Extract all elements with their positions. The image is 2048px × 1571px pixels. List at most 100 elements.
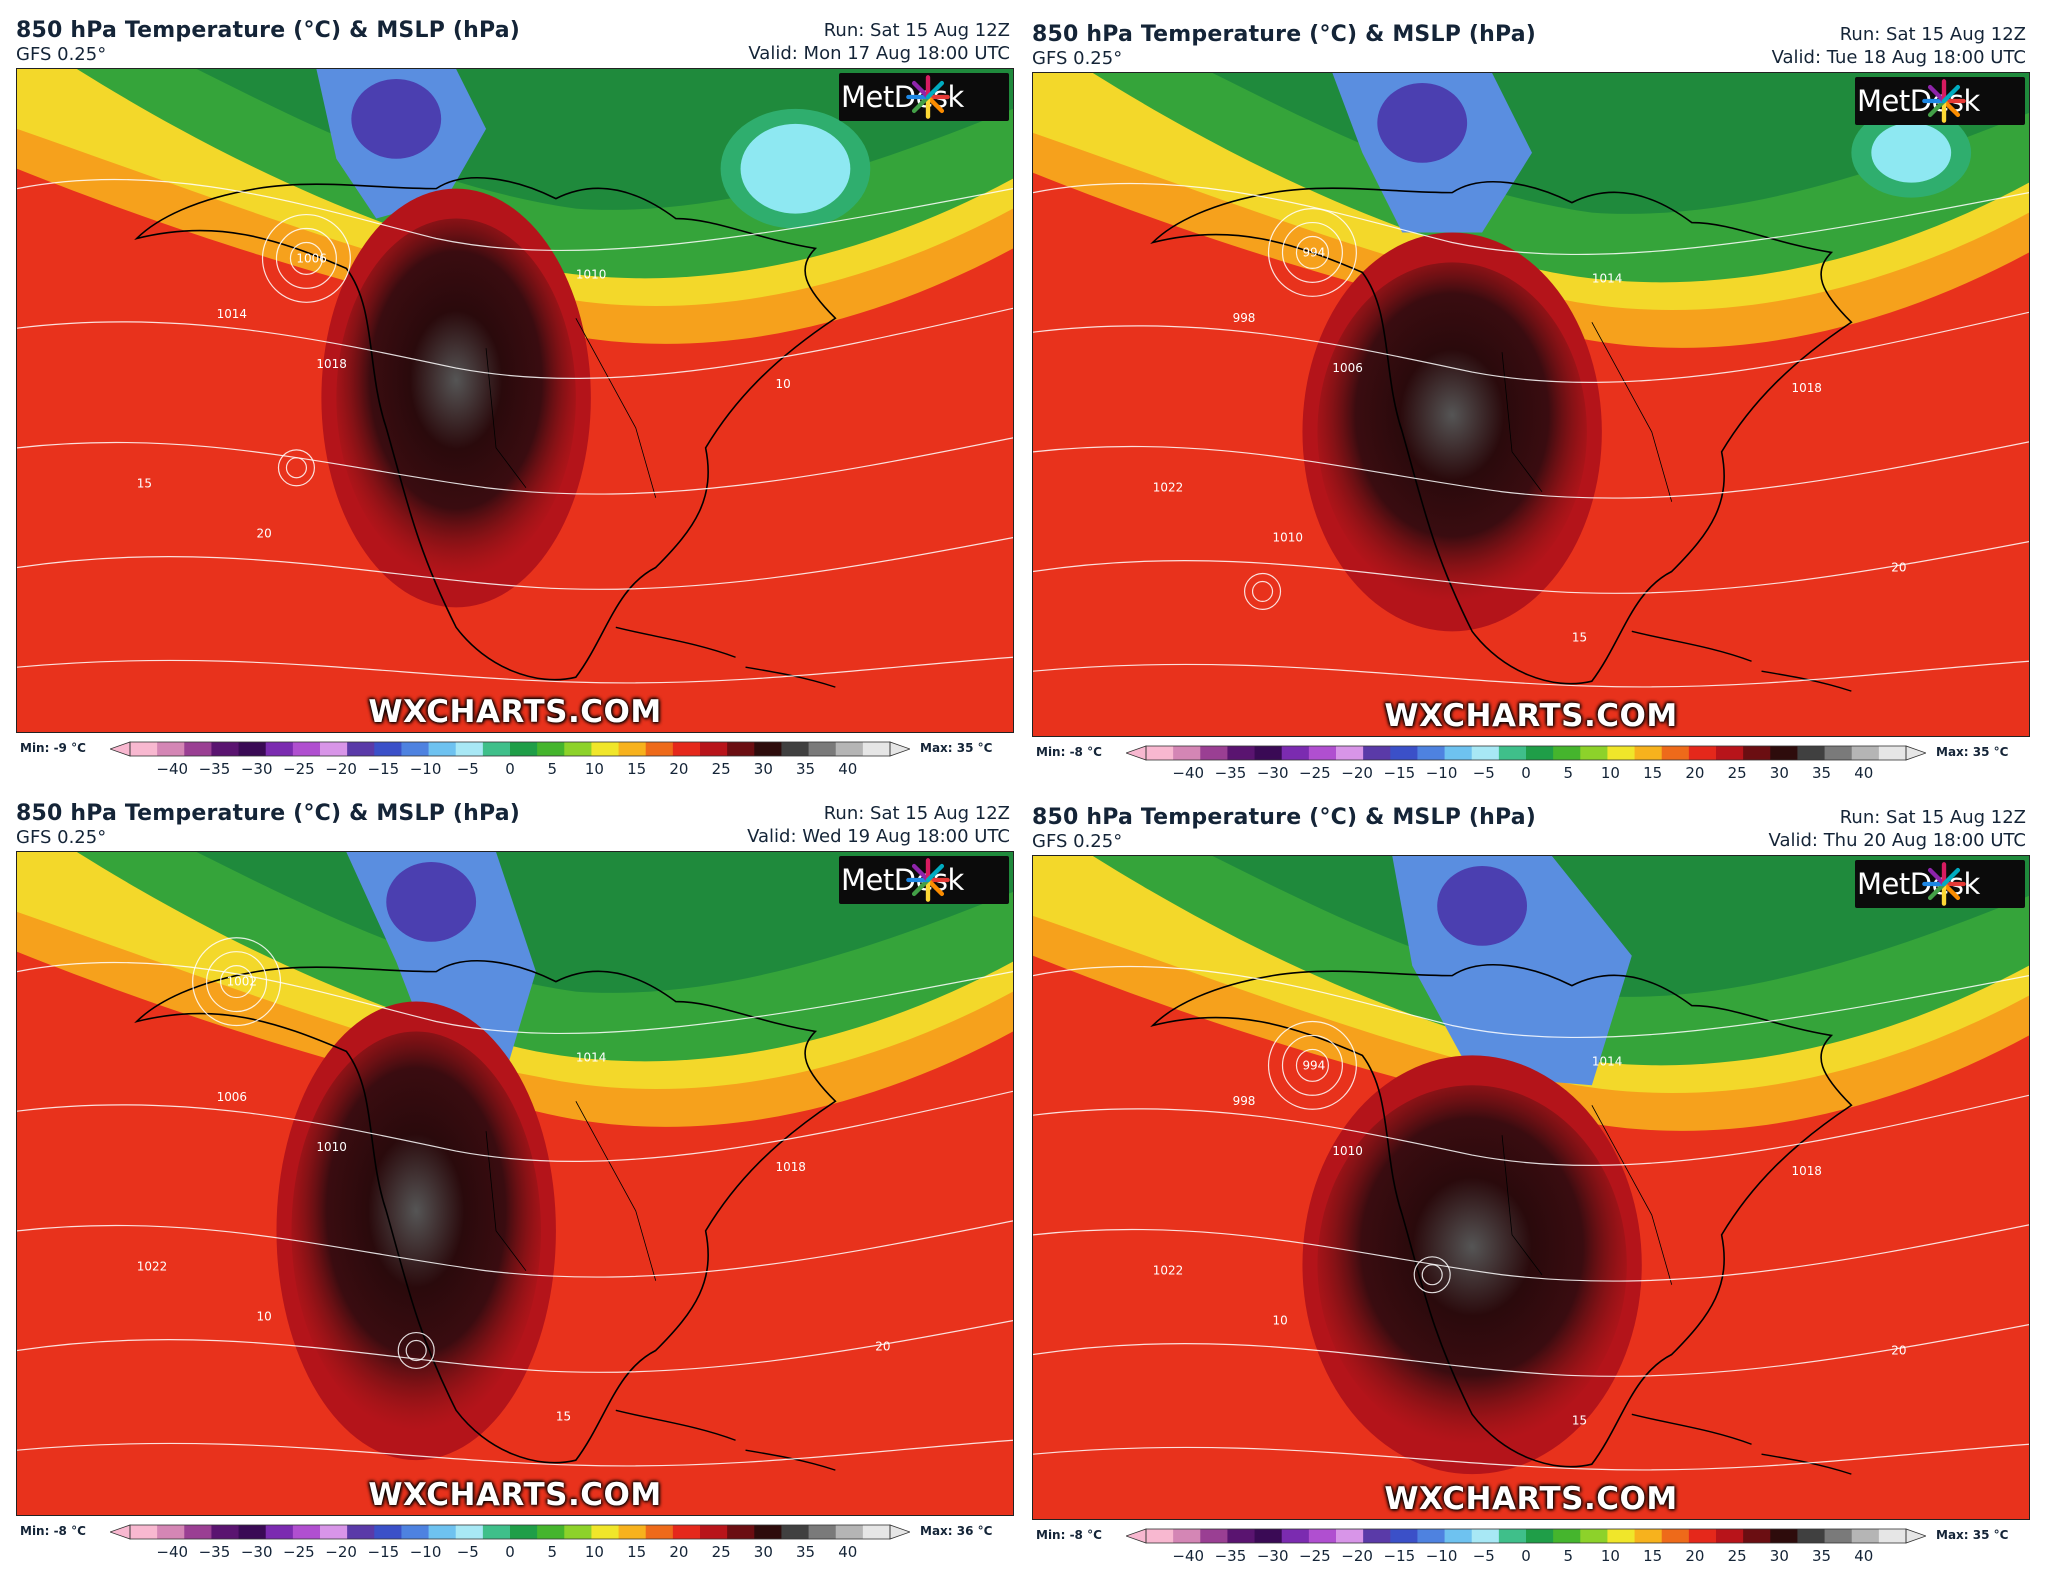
colorbar-tick-label: 35 (1812, 1547, 1832, 1565)
site-watermark: WXCHARTS.COM (1384, 698, 1678, 734)
coastline (1150, 964, 1853, 1468)
colorbar-tick-label: −20 (1341, 1547, 1373, 1565)
isobar (1033, 441, 2029, 499)
colorbar-tick-label: 35 (796, 760, 816, 778)
colorbar-swatch (401, 1525, 430, 1539)
colorbar-swatch (781, 1525, 810, 1539)
contour-label: 15 (1572, 630, 1587, 644)
model-label: GFS 0.25° (16, 44, 107, 65)
pressure-centre (1421, 1264, 1443, 1286)
contour-label: 15 (556, 1409, 571, 1423)
colorbar-swatch (564, 742, 592, 756)
contour-label: 1006 (217, 1090, 247, 1104)
cold-anomaly (1871, 122, 1952, 183)
isobar (17, 536, 1013, 590)
colorbar-swatch (1336, 746, 1364, 760)
colorbar-tick-label: 35 (796, 1543, 816, 1561)
contour-label: 15 (137, 477, 152, 491)
colorbar-swatch (1634, 746, 1663, 760)
colorbar-swatch (1607, 746, 1636, 760)
colorbar-tick-label: −5 (1472, 764, 1495, 782)
contour-label: 1014 (1592, 271, 1622, 285)
colorbar-tick-label: −5 (1472, 1547, 1495, 1565)
colorbar-swatch (727, 1525, 755, 1539)
colorbar-swatch (1200, 746, 1228, 760)
colorbar-swatch (727, 742, 755, 756)
colorbar-swatch (1661, 746, 1690, 760)
colorbar-swatch (184, 742, 212, 756)
heat-dome (336, 218, 576, 578)
caribbean-islands (1631, 630, 1852, 692)
colorbar-tick-label: 15 (1643, 1547, 1663, 1565)
low-pressure-isobar (289, 241, 323, 275)
colorbar-swatch (1526, 746, 1554, 760)
chart-panel-2: 850 hPa Temperature (°C) & MSLP (hPa) GF… (1016, 4, 2036, 786)
colorbar-tick-label: 10 (1600, 764, 1620, 782)
colorbar-scale (110, 741, 910, 757)
colorbar-swatch (1851, 1529, 1880, 1543)
colorbar-swatch (157, 742, 185, 756)
chart-panel-1: 850 hPa Temperature (°C) & MSLP (hPa) GF… (0, 0, 1020, 782)
caribbean-islands (1631, 1413, 1852, 1475)
cold-core (1437, 865, 1528, 946)
cold-core (386, 861, 477, 942)
colorbar-swatch (1281, 1529, 1310, 1543)
isobar (17, 656, 1013, 684)
colorbar-swatch (835, 1525, 864, 1539)
run-label: Run: Sat 15 Aug 12Z (823, 803, 1010, 824)
valid-time-label: Valid: Tue 18 Aug 18:00 UTC (1771, 47, 2026, 68)
borders (1501, 322, 1673, 502)
weather-map: 994 998 1010 1014 1018 1022 10 15 20 MetDesk WXCHA… (1032, 855, 2030, 1520)
contour-label: 20 (875, 1340, 890, 1354)
colorbar-tick-label: −40 (1172, 1547, 1205, 1565)
low-pressure-isobar (1295, 235, 1330, 270)
colorbar-swatch (510, 1525, 538, 1539)
low-pressure-isobar (1281, 1034, 1343, 1096)
coastline (134, 177, 837, 681)
colorbar-tick-label: 15 (627, 1543, 647, 1561)
colorbar-swatch (482, 742, 511, 756)
colorbar-min-arrow (110, 1524, 131, 1540)
low-pressure-isobar (192, 937, 282, 1027)
temperature-colorbar (1126, 1528, 1926, 1544)
colorbar-swatch (1878, 1529, 1907, 1543)
colorbar-swatch (1363, 746, 1391, 760)
run-label: Run: Sat 15 Aug 12Z (1839, 24, 2026, 45)
colorbar-swatch (754, 1525, 782, 1539)
colorbar-max-label: Max: 35 °C (1936, 1528, 2009, 1542)
colorbar-swatch (1146, 1529, 1174, 1543)
colorbar-min-label: Min: -9 °C (20, 741, 86, 755)
colorbar-tick-label: 40 (1854, 1547, 1874, 1565)
colorbar-tick-label: −20 (325, 1543, 357, 1561)
colorbar-tick-label: 15 (1643, 764, 1663, 782)
weather-map: 1002 1006 1010 1014 1018 1022 10 15 20 MetDesk WXC… (16, 851, 1014, 1516)
temperature-field: 1002 1006 1010 1014 1018 1022 10 15 20 (17, 852, 1013, 1515)
low-pressure-isobar (1267, 1020, 1357, 1110)
colorbar-ticks: −40 −35 −30 −25 −20 −15 −10 −5 0 5 10 15 20 25 30 35 40 (110, 1543, 910, 1563)
colorbar-min-arrow (1126, 745, 1147, 761)
colorbar-tick-label: 40 (838, 1543, 858, 1561)
colorbar-swatch (1824, 1529, 1853, 1543)
colorbar-tick-label: −30 (240, 1543, 273, 1561)
colorbar-tick-label: 10 (584, 1543, 604, 1561)
contour-label: 1022 (1153, 481, 1183, 495)
chart-title: 850 hPa Temperature (°C) & MSLP (hPa) (16, 801, 521, 826)
contour-label: 10 (1273, 1314, 1288, 1328)
colorbar-swatch (157, 1525, 185, 1539)
colorbar-tick-label: −30 (240, 760, 273, 778)
colorbar-tick-label: 40 (838, 760, 858, 778)
metdesk-icon (1922, 862, 1966, 906)
colorbar-swatch (808, 742, 837, 756)
contour-label: 1022 (137, 1260, 167, 1274)
colorbar-tick-label: 20 (1685, 1547, 1705, 1565)
contour-label: 15 (1572, 1413, 1587, 1427)
borders (485, 1101, 657, 1281)
colorbar-swatch (1526, 1529, 1554, 1543)
isobar (17, 178, 1013, 252)
site-watermark: WXCHARTS.COM (1384, 1481, 1678, 1517)
chart-title: 850 hPa Temperature (°C) & MSLP (hPa) (1032, 805, 1537, 830)
isobar (1033, 1094, 2029, 1166)
colorbar-tick-label: −10 (409, 760, 442, 778)
chart-panel-3: 850 hPa Temperature (°C) & MSLP (hPa) GF… (0, 783, 1020, 1565)
